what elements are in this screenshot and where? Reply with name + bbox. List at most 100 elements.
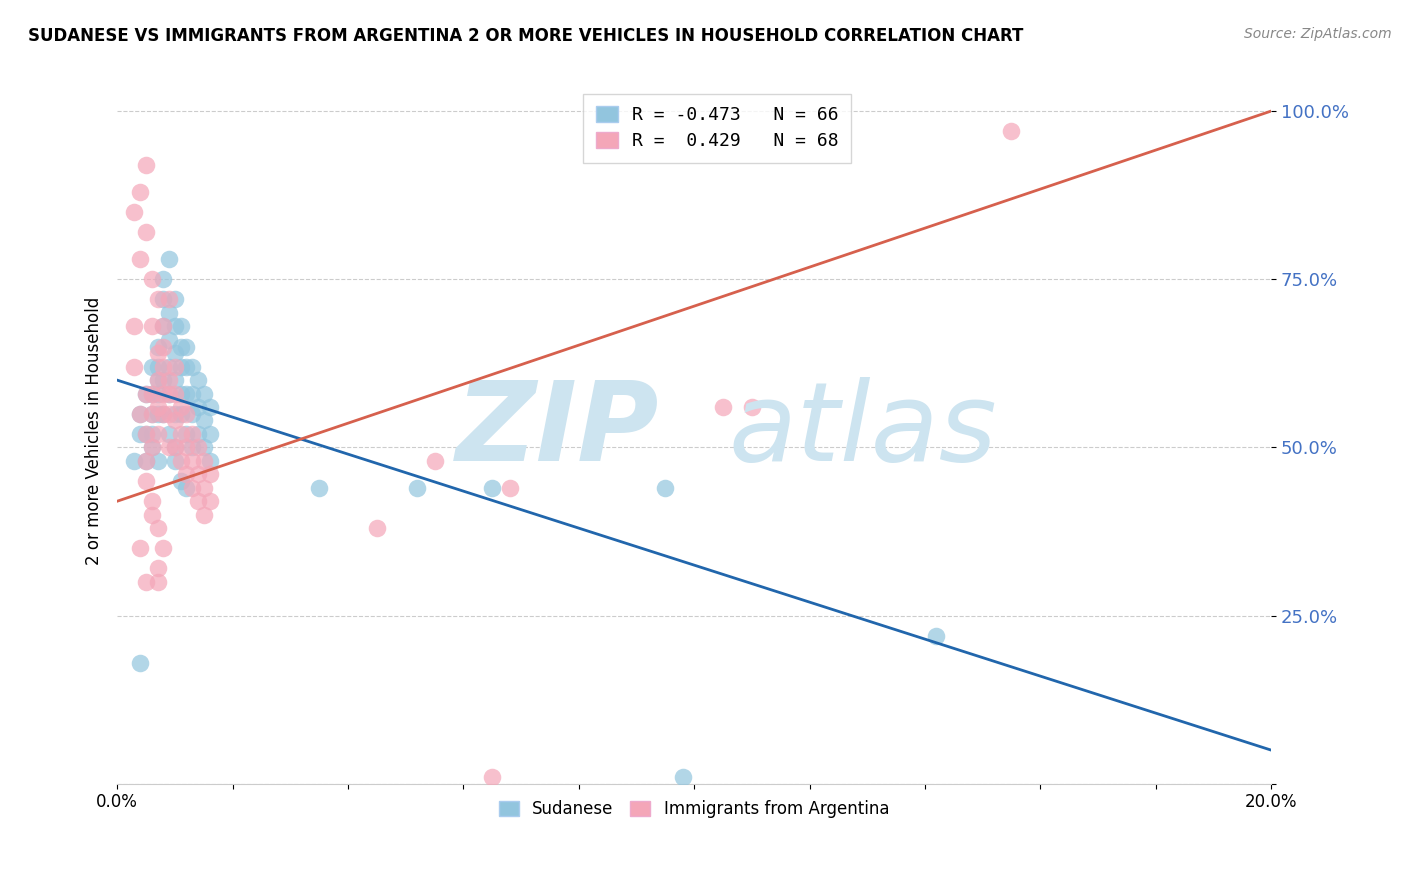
- Point: [163, 413, 186, 427]
- Point: [187, 467, 209, 482]
- Point: [135, 574, 157, 589]
- Point: [146, 339, 169, 353]
- Point: [181, 359, 204, 374]
- Point: [366, 521, 388, 535]
- Point: [141, 494, 163, 508]
- Point: [135, 454, 157, 468]
- Point: [152, 407, 174, 421]
- Point: [187, 494, 209, 508]
- Point: [146, 454, 169, 468]
- Point: [157, 407, 180, 421]
- Point: [141, 441, 163, 455]
- Point: [163, 441, 186, 455]
- Point: [152, 407, 174, 421]
- Point: [481, 770, 503, 784]
- Point: [654, 481, 676, 495]
- Point: [141, 386, 163, 401]
- Point: [157, 252, 180, 266]
- Point: [176, 467, 198, 482]
- Point: [193, 441, 215, 455]
- Point: [163, 454, 186, 468]
- Point: [157, 306, 180, 320]
- Point: [163, 441, 186, 455]
- Point: [135, 454, 157, 468]
- Point: [176, 481, 198, 495]
- Point: [176, 426, 198, 441]
- Point: [146, 373, 169, 387]
- Point: [135, 225, 157, 239]
- Point: [176, 407, 198, 421]
- Text: SUDANESE VS IMMIGRANTS FROM ARGENTINA 2 OR MORE VEHICLES IN HOUSEHOLD CORRELATIO: SUDANESE VS IMMIGRANTS FROM ARGENTINA 2 …: [28, 27, 1024, 45]
- Point: [141, 441, 163, 455]
- Point: [187, 441, 209, 455]
- Point: [135, 158, 157, 172]
- Point: [193, 481, 215, 495]
- Point: [187, 400, 209, 414]
- Point: [129, 407, 152, 421]
- Point: [181, 454, 204, 468]
- Point: [481, 481, 503, 495]
- Point: [169, 359, 191, 374]
- Point: [141, 272, 163, 286]
- Point: [169, 426, 191, 441]
- Point: [711, 400, 734, 414]
- Point: [152, 339, 174, 353]
- Point: [141, 407, 163, 421]
- Point: [406, 481, 429, 495]
- Point: [169, 319, 191, 334]
- Y-axis label: 2 or more Vehicles in Household: 2 or more Vehicles in Household: [86, 296, 103, 565]
- Point: [146, 293, 169, 307]
- Point: [193, 413, 215, 427]
- Point: [157, 386, 180, 401]
- Point: [198, 400, 221, 414]
- Point: [146, 574, 169, 589]
- Point: [423, 454, 446, 468]
- Point: [198, 426, 221, 441]
- Point: [163, 386, 186, 401]
- Point: [181, 386, 204, 401]
- Point: [157, 426, 180, 441]
- Point: [193, 454, 215, 468]
- Point: [181, 441, 204, 455]
- Point: [141, 407, 163, 421]
- Point: [135, 474, 157, 488]
- Point: [169, 339, 191, 353]
- Point: [146, 426, 169, 441]
- Point: [157, 333, 180, 347]
- Point: [146, 359, 169, 374]
- Point: [124, 205, 146, 219]
- Point: [141, 319, 163, 334]
- Text: atlas: atlas: [728, 377, 997, 484]
- Point: [135, 426, 157, 441]
- Point: [198, 467, 221, 482]
- Point: [163, 319, 186, 334]
- Point: [163, 359, 186, 374]
- Point: [157, 373, 180, 387]
- Point: [176, 339, 198, 353]
- Point: [498, 481, 520, 495]
- Point: [925, 629, 948, 643]
- Point: [181, 426, 204, 441]
- Point: [141, 508, 163, 522]
- Point: [124, 359, 146, 374]
- Point: [157, 293, 180, 307]
- Point: [163, 373, 186, 387]
- Point: [181, 481, 204, 495]
- Point: [146, 386, 169, 401]
- Point: [146, 407, 169, 421]
- Point: [176, 386, 198, 401]
- Point: [124, 454, 146, 468]
- Point: [135, 426, 157, 441]
- Point: [157, 359, 180, 374]
- Point: [152, 319, 174, 334]
- Point: [1000, 124, 1022, 138]
- Point: [129, 541, 152, 556]
- Point: [146, 400, 169, 414]
- Point: [152, 386, 174, 401]
- Point: [152, 293, 174, 307]
- Point: [129, 407, 152, 421]
- Point: [187, 426, 209, 441]
- Point: [163, 293, 186, 307]
- Point: [135, 386, 157, 401]
- Text: Source: ZipAtlas.com: Source: ZipAtlas.com: [1244, 27, 1392, 41]
